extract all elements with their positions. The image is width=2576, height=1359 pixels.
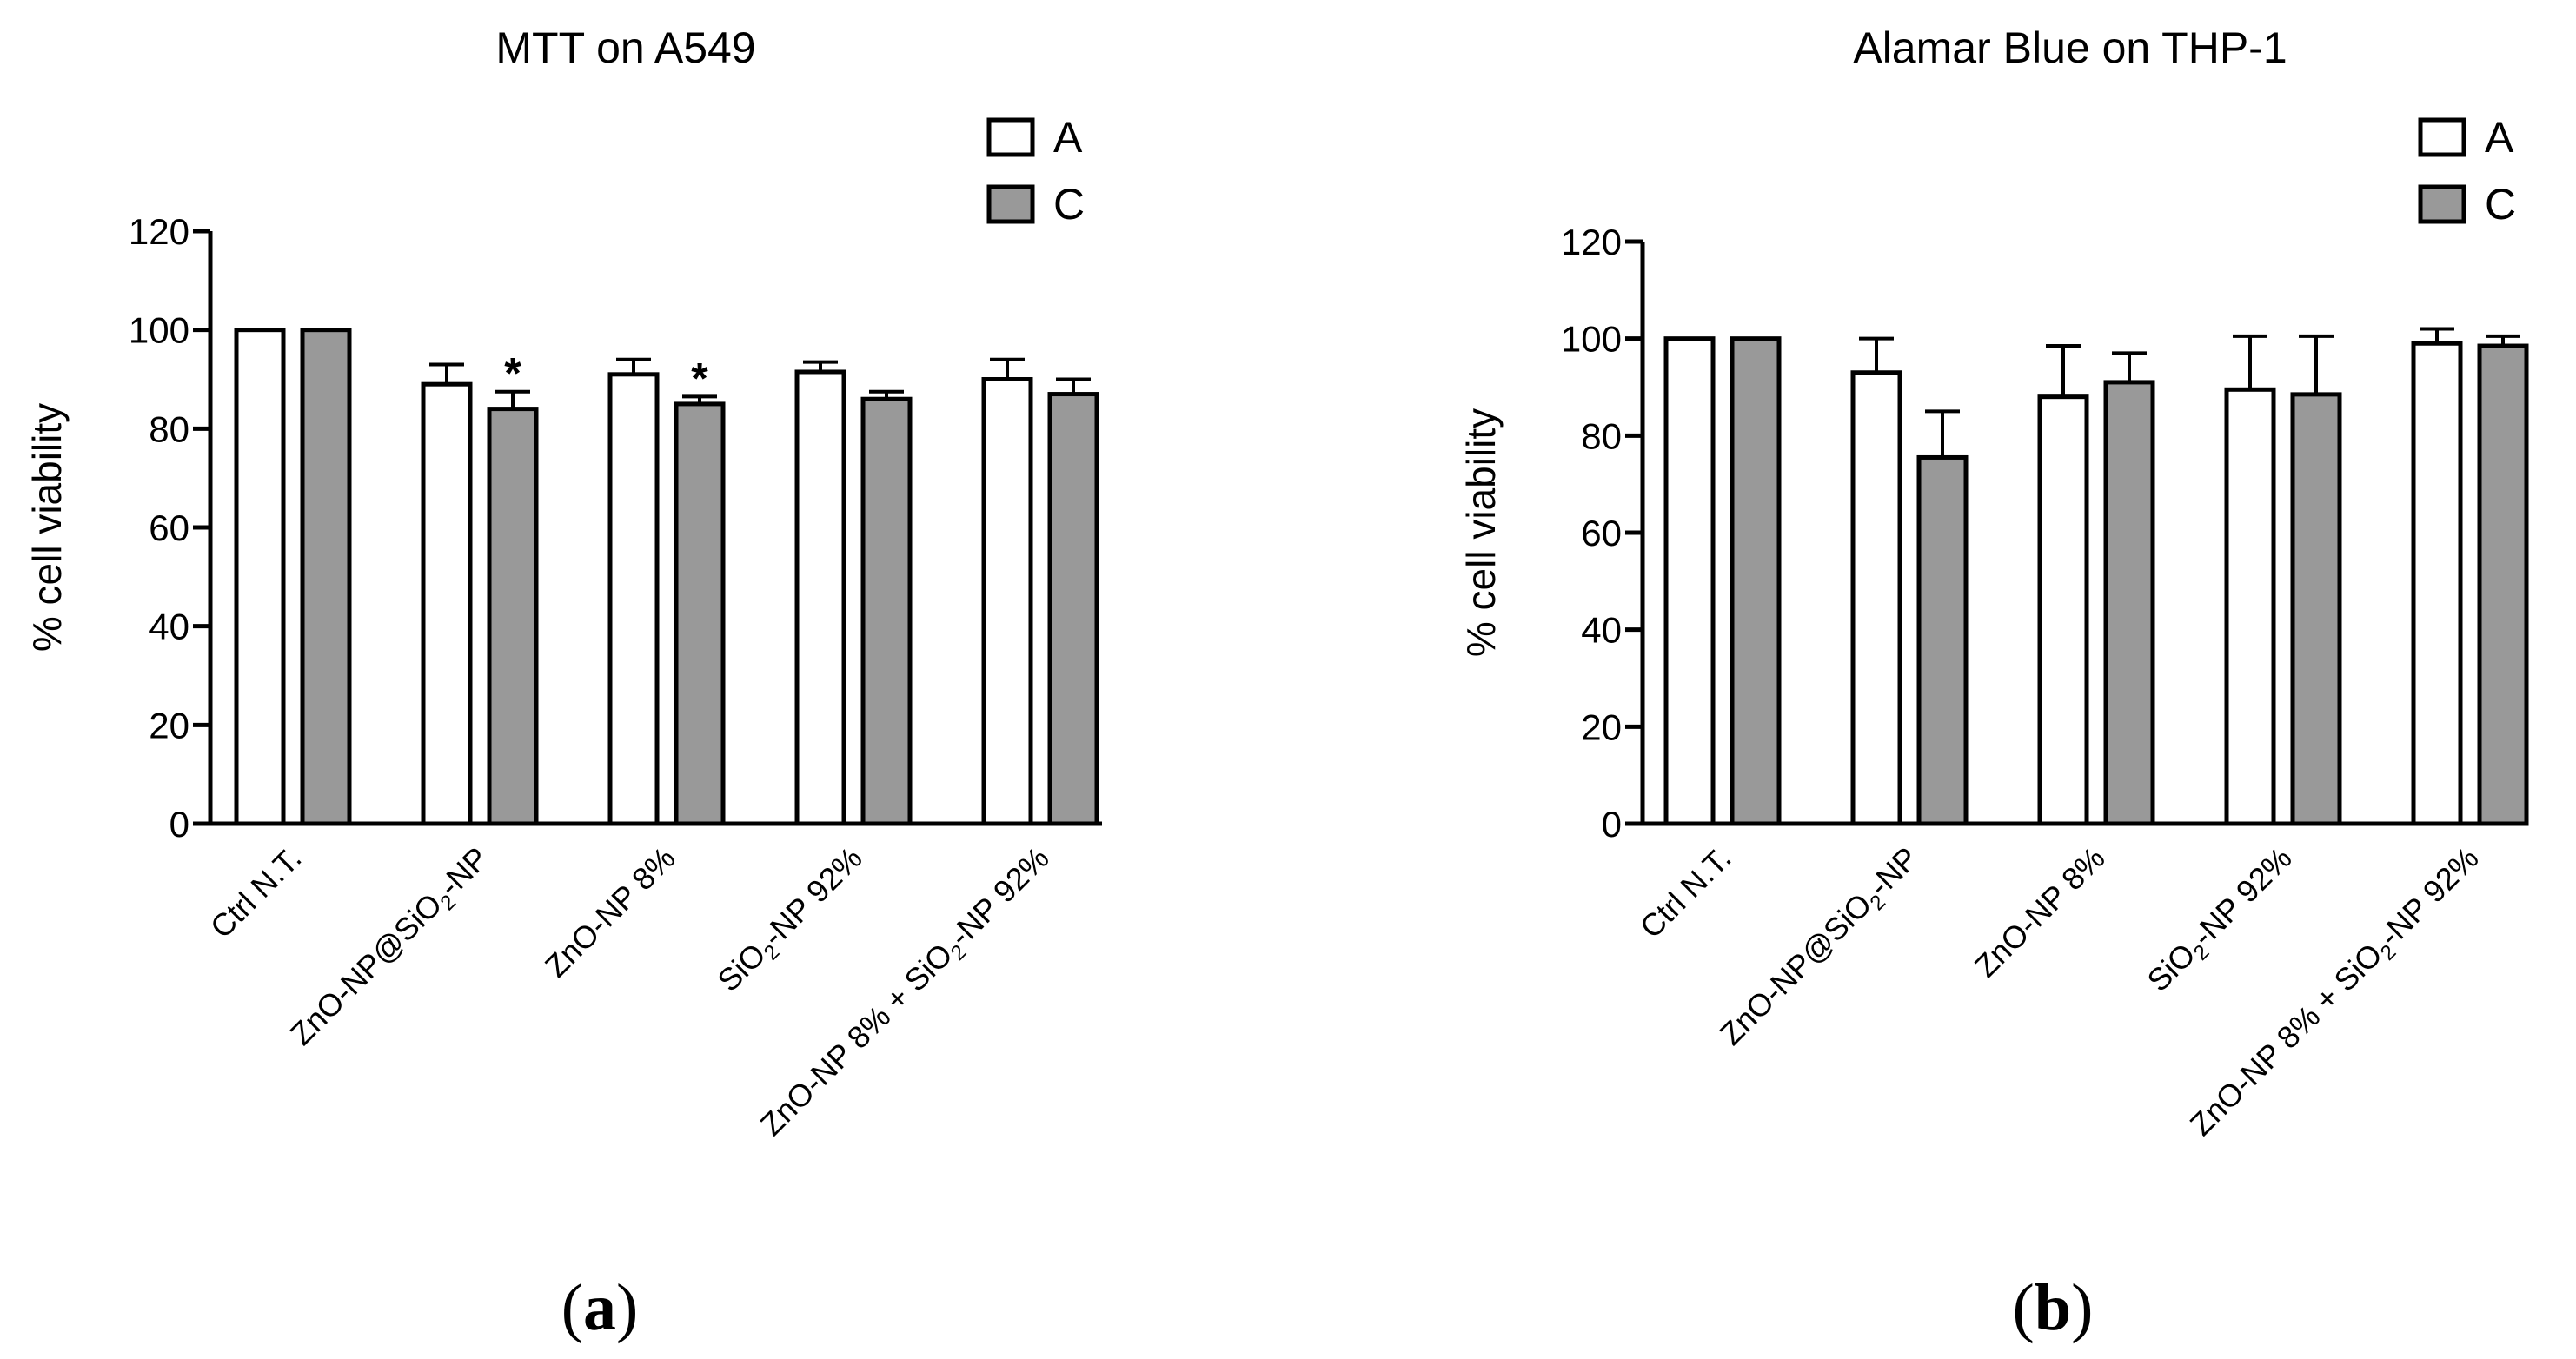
bar-c-1 xyxy=(1916,454,1969,826)
category-label: ZnO-NP@SiO2-NP xyxy=(283,840,499,1056)
y-tick-label: 40 xyxy=(149,607,189,647)
y-tick-label: 100 xyxy=(1561,319,1622,360)
panel-label-a: (a) xyxy=(561,1271,639,1344)
chart-title: Alamar Blue on THP-1 xyxy=(1853,23,2287,72)
chart-mtt-a549: MTT on A549 % cell viability 0 20 40 60 80 100 1… xyxy=(24,23,1102,1143)
y-tick-label: 80 xyxy=(149,408,189,449)
category-label-part: Ctrl N.T. xyxy=(1633,840,1738,945)
chart-title: MTT on A549 xyxy=(495,23,755,72)
category-label-part: ZnO-NP 8% xyxy=(1968,840,2112,984)
category-label: ZnO-NP 8% xyxy=(538,840,682,984)
panel-label-b: (b) xyxy=(2013,1271,2094,1344)
bar-c-2 xyxy=(2103,380,2155,826)
y-tick-label: 0 xyxy=(169,804,189,845)
y-tick-label: 20 xyxy=(149,705,189,746)
category-label: SiO2-NP 92% xyxy=(710,840,873,1003)
chart-alamar-thp1: Alamar Blue on THP-1 % cell viability 0 20 4… xyxy=(1458,23,2529,1143)
category-label-part: -NP 92% xyxy=(942,840,1055,953)
legend-swatch-c xyxy=(986,184,1035,224)
bar-c-2 xyxy=(674,401,726,826)
legend-label-c: C xyxy=(1053,180,1085,229)
bar-c-3 xyxy=(860,396,913,826)
bar-a-4 xyxy=(981,377,1033,826)
category-label-part: ZnO-NP 8% + SiO xyxy=(754,937,959,1143)
legend-swatch-a xyxy=(2418,117,2466,157)
category-label-part: ZnO-NP 8% + SiO xyxy=(2183,937,2389,1143)
category-label: ZnO-NP 8% xyxy=(1968,840,2112,984)
bar-c-1 xyxy=(487,407,539,826)
bar-c-0 xyxy=(300,328,352,826)
y-tick-label: 60 xyxy=(1581,513,1622,554)
bar-a-0 xyxy=(1663,336,1716,826)
legend-label-a: A xyxy=(1053,113,1083,162)
category-label-part: Ctrl N.T. xyxy=(203,840,309,945)
category-label-part: -NP 92% xyxy=(755,840,868,953)
legend-label-c: C xyxy=(2485,180,2516,229)
y-tick-label: 20 xyxy=(1581,706,1622,747)
y-axis-label: % cell viability xyxy=(24,403,70,652)
category-label: Ctrl N.T. xyxy=(203,840,309,945)
legend-label-a: A xyxy=(2485,113,2514,162)
y-tick-label: 100 xyxy=(129,310,189,351)
bar-c-3 xyxy=(2290,392,2342,826)
bar-c-0 xyxy=(1730,336,1782,826)
category-label-part: -NP 92% xyxy=(2185,840,2298,953)
y-tick-label: 40 xyxy=(1581,610,1622,651)
significance-star: * xyxy=(691,354,708,402)
category-label: ZnO-NP@SiO2-NP xyxy=(1713,840,1929,1056)
y-tick-label: 0 xyxy=(1602,804,1622,845)
significance-star: * xyxy=(504,349,521,398)
category-label: SiO2-NP 92% xyxy=(2140,840,2302,1003)
bar-a-2 xyxy=(2037,394,2089,826)
bar-a-1 xyxy=(421,381,473,826)
category-label-part: ZnO-NP@SiO xyxy=(1713,886,1879,1052)
legend-swatch-a xyxy=(986,117,1035,157)
bar-a-1 xyxy=(1850,370,1902,826)
bar-a-3 xyxy=(794,369,846,826)
y-tick-label: 120 xyxy=(129,211,189,252)
category-label-part: ZnO-NP@SiO xyxy=(283,886,449,1052)
y-axis-label: % cell viability xyxy=(1458,408,1504,657)
y-tick-label: 80 xyxy=(1581,415,1622,456)
legend-swatch-c xyxy=(2418,184,2466,224)
y-tick-label: 60 xyxy=(149,507,189,548)
bar-c-4 xyxy=(2477,343,2529,826)
bar-a-2 xyxy=(607,372,660,826)
bar-a-0 xyxy=(234,328,286,826)
y-tick-label: 120 xyxy=(1561,222,1622,262)
category-label-part: -NP 92% xyxy=(2372,840,2485,953)
bar-a-4 xyxy=(2411,341,2463,826)
category-label-part: ZnO-NP 8% xyxy=(538,840,682,984)
category-label: Ctrl N.T. xyxy=(1633,840,1738,945)
bar-a-3 xyxy=(2224,387,2276,826)
bar-c-4 xyxy=(1047,392,1099,826)
